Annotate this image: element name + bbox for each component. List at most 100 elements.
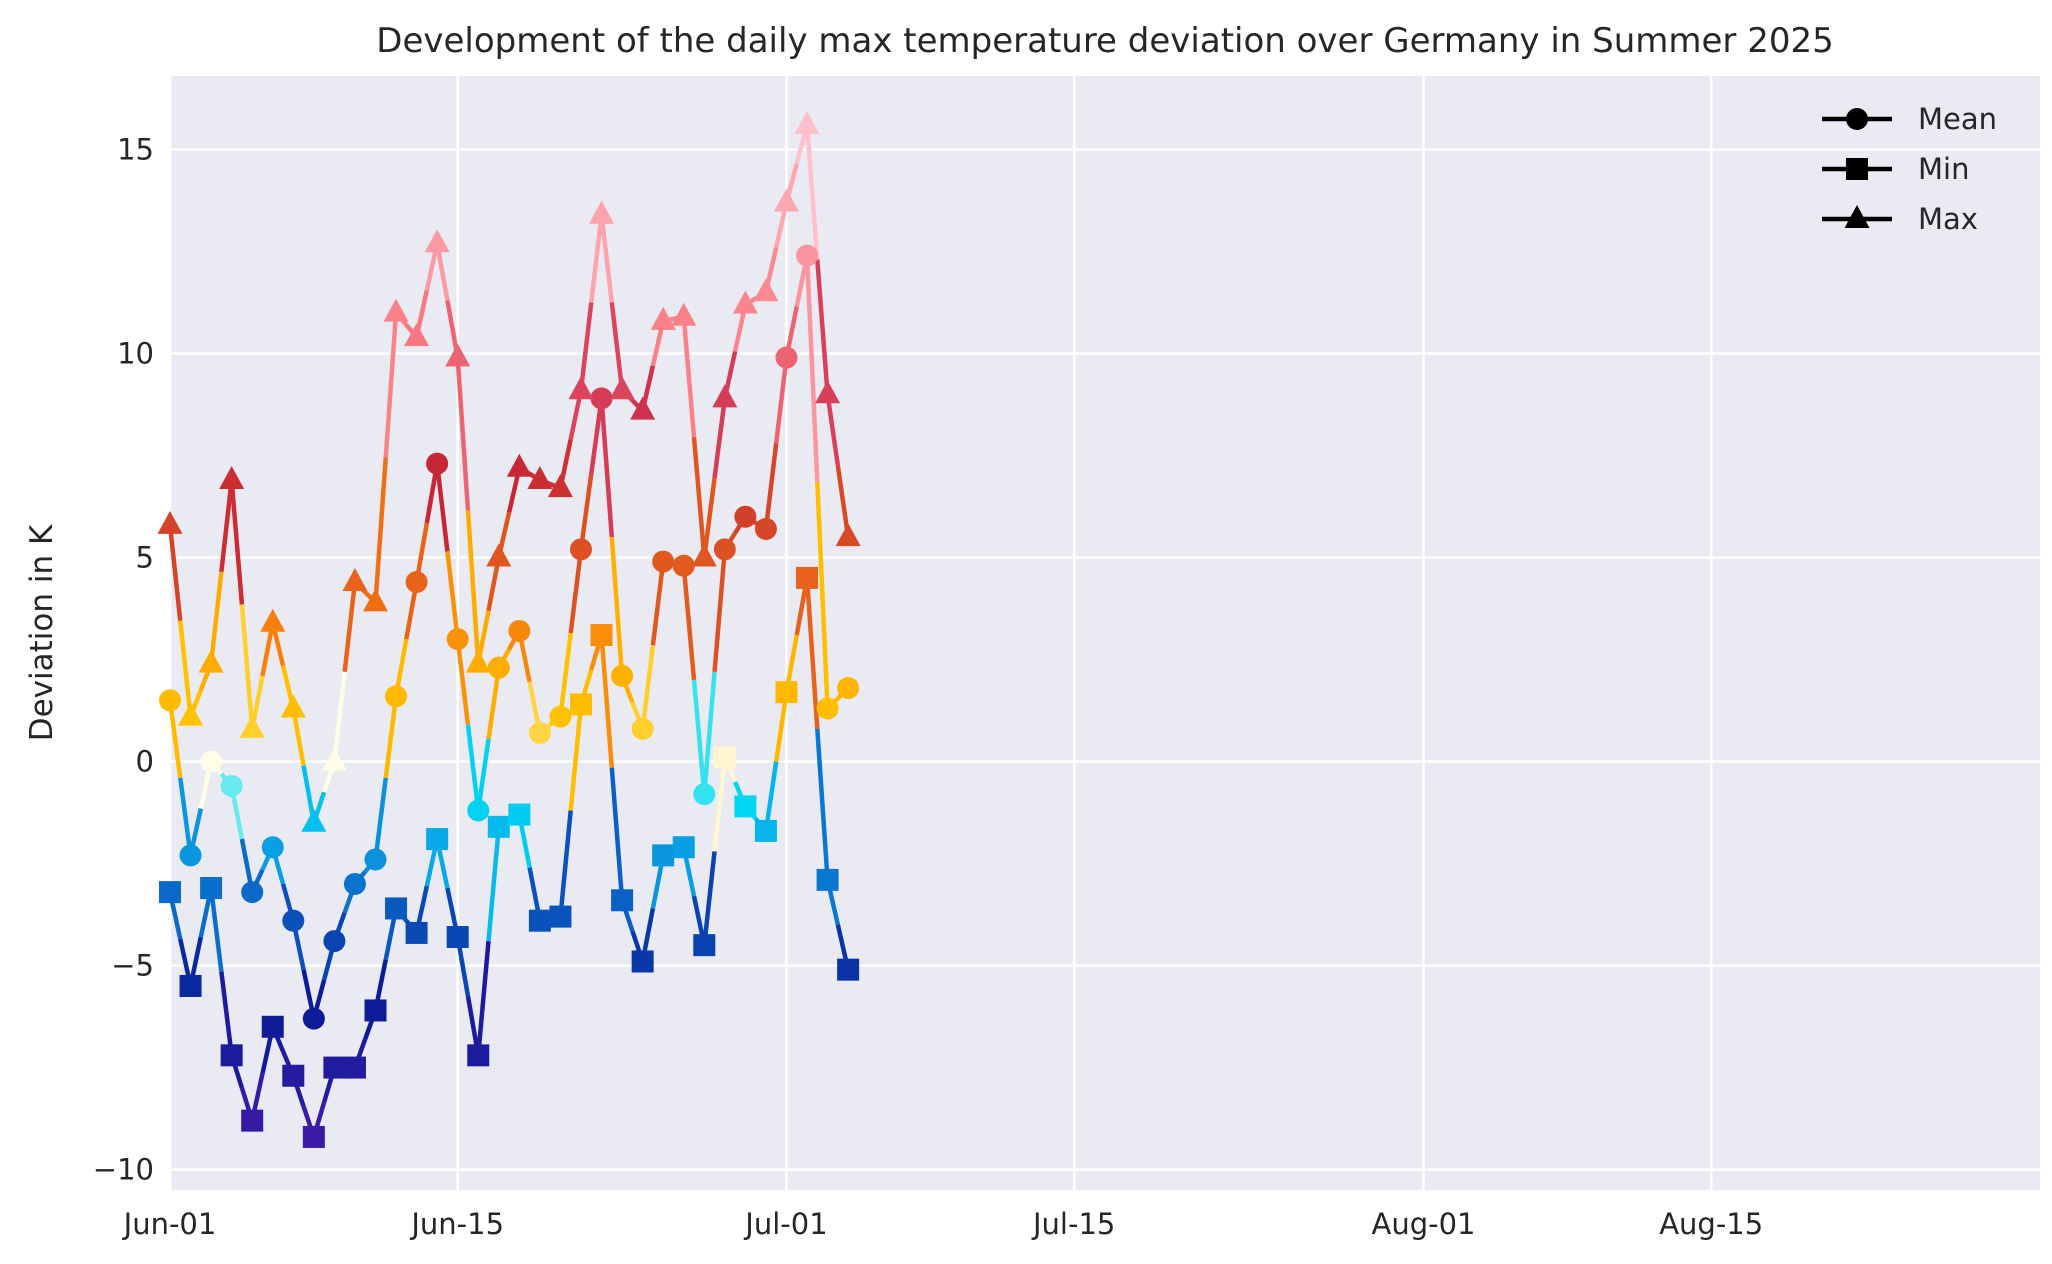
mean-data-point (508, 619, 531, 642)
mean-data-point (652, 550, 675, 573)
x-tick-label: Jul-01 (743, 1207, 827, 1241)
min-data-point (569, 693, 592, 716)
y-axis-label: Deviation in K (24, 524, 60, 741)
min-data-point (508, 803, 531, 826)
mean-data-point (549, 705, 572, 728)
max-line-segment (702, 477, 717, 558)
min-data-point (652, 844, 675, 867)
mean-line-segment (702, 671, 717, 795)
max-line-segment (609, 302, 625, 391)
max-data-point (773, 188, 799, 212)
max-data-point (547, 474, 573, 498)
y-tick-label: −5 (111, 949, 154, 983)
max-data-point (589, 200, 615, 224)
max-line-segment (589, 214, 604, 303)
grid-layer (168, 76, 2040, 1190)
max-data-point (383, 298, 409, 322)
max-data-point (794, 110, 820, 134)
max-data-point (157, 510, 183, 534)
mean-data-point (200, 750, 223, 773)
mean-data-point (241, 881, 264, 904)
max-line-segment (342, 581, 358, 673)
max-line-segment (599, 214, 615, 303)
max-line-segment (681, 316, 697, 438)
max-series-markers (157, 110, 861, 832)
y-tick-label: 10 (117, 336, 154, 370)
min-data-point (364, 999, 387, 1022)
mean-line-segment (167, 700, 183, 779)
mean-data-point (302, 1007, 325, 1030)
x-tick-label: Aug-15 (1659, 1207, 1763, 1241)
max-line-segment (578, 302, 594, 391)
max-data-point (568, 376, 594, 400)
min-data-point (323, 1056, 346, 1079)
max-data-point (301, 808, 327, 832)
mean-line-segment (465, 724, 481, 811)
x-tick-label: Jun-01 (122, 1207, 217, 1241)
mean-data-point (261, 836, 284, 859)
max-data-point (342, 567, 368, 591)
min-data-point (754, 819, 777, 842)
y-tick-label: 0 (136, 745, 154, 779)
min-data-point (487, 815, 510, 838)
series-layer (157, 110, 861, 1148)
min-line-segment (219, 971, 234, 1056)
min-data-point (200, 877, 223, 900)
mean-data-point (816, 697, 839, 720)
min-data-point (159, 881, 181, 904)
x-tick-label: Aug-01 (1372, 1207, 1476, 1241)
min-data-point (590, 624, 613, 647)
y-tick-label: −10 (93, 1153, 154, 1187)
mean-line-segment (373, 777, 389, 860)
mean-line-segment (640, 644, 656, 730)
max-line-segment (383, 312, 399, 458)
mean-data-point (159, 689, 181, 712)
max-line-segment (691, 436, 707, 558)
mean-data-point (631, 717, 654, 740)
max-data-point (630, 396, 656, 420)
mean-data-point (754, 517, 777, 540)
mean-data-point (672, 554, 695, 577)
min-line-segment (486, 826, 502, 942)
mean-line-segment (773, 357, 789, 444)
mean-data-point (528, 721, 551, 744)
mean-data-point (446, 628, 469, 651)
mean-line-segment (609, 536, 625, 677)
mean-data-point (775, 346, 798, 369)
max-line-segment (229, 479, 245, 605)
mean-data-point (734, 505, 757, 528)
mean-line-segment (486, 667, 502, 740)
mean-line-segment (455, 638, 471, 726)
min-line-segment (712, 757, 728, 852)
mean-line-segment (578, 473, 594, 550)
max-data-point (835, 523, 861, 547)
max-line-segment (825, 393, 841, 467)
max-data-point (486, 543, 512, 567)
min-data-point (405, 921, 428, 944)
legend: Mean Min Max (1822, 102, 1997, 236)
max-data-point (219, 465, 245, 489)
min-line-segment (609, 767, 625, 901)
series-markers (157, 110, 861, 1148)
mean-data-point (220, 775, 243, 798)
min-line-segment (476, 940, 491, 1056)
x-tick-label: Jun-15 (409, 1207, 504, 1241)
min-data-point (611, 889, 634, 912)
max-line-segment (208, 571, 224, 664)
max-data-point (445, 343, 471, 367)
mean-line-segment (650, 561, 666, 646)
max-data-point (815, 380, 841, 404)
min-data-point (816, 868, 839, 891)
min-line-segment (763, 761, 779, 832)
min-data-point (837, 958, 860, 981)
max-data-point (178, 702, 204, 726)
max-data-point (362, 588, 388, 612)
chart-title: Development of the daily max temperature… (376, 21, 1833, 61)
max-data-point (732, 290, 758, 314)
max-line-segment (373, 457, 389, 603)
min-data-point (734, 795, 757, 818)
mean-line-segment (383, 695, 399, 779)
mean-line-segment (434, 463, 450, 552)
x-tick-label: Jul-15 (1031, 1207, 1115, 1241)
